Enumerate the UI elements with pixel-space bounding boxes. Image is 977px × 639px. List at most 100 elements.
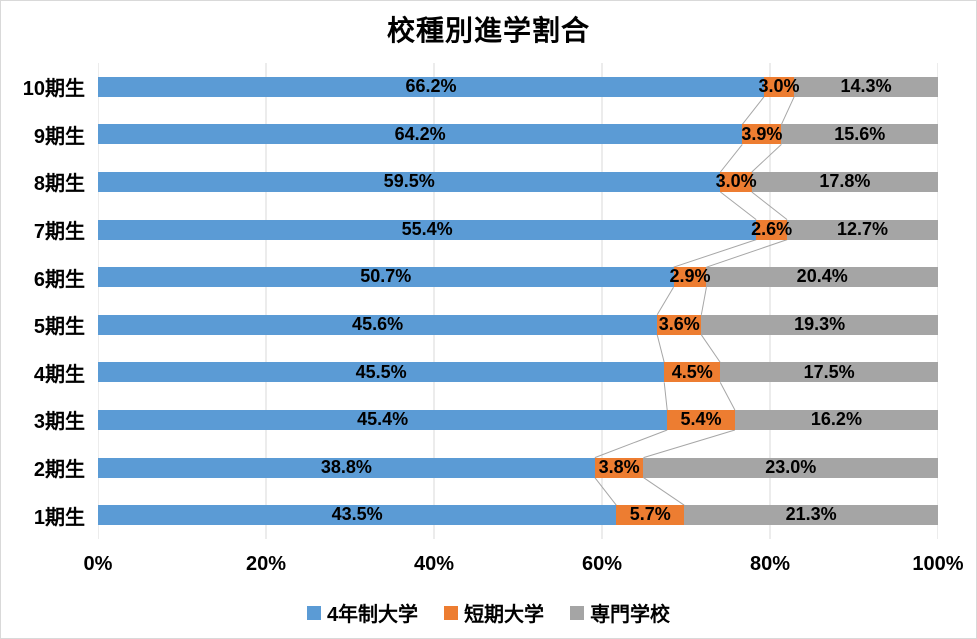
- bar-segment-短期大学: [720, 171, 752, 192]
- bar-segment-短期大学: [664, 362, 721, 383]
- bar-segment-4年制大学: [98, 219, 757, 240]
- category-label: 2期生: [33, 459, 85, 482]
- data-label: 45.5%: [355, 361, 407, 382]
- x-tick-label: 80%: [749, 553, 791, 575]
- category-label: 1期生: [33, 506, 85, 529]
- category-label: 4期生: [33, 363, 85, 386]
- legend-label: 短期大学: [464, 604, 545, 626]
- bar-segment-専門学校: [787, 219, 938, 240]
- legend-item: 短期大学: [444, 598, 544, 627]
- bar-segment-4年制大学: [98, 362, 665, 383]
- data-label: 3.6%: [658, 314, 700, 334]
- data-label: 16.2%: [810, 409, 862, 430]
- series-connector-line: [751, 144, 782, 173]
- bar-segment-専門学校: [643, 457, 938, 478]
- data-label: 15.6%: [834, 123, 886, 144]
- series-connector-line: [643, 477, 685, 506]
- legend: 4年制大学 短期大学 専門学校: [1, 598, 976, 627]
- bar-row: 55.4% 2.6% 12.7%: [98, 206, 938, 254]
- bar-segment-専門学校: [684, 505, 938, 526]
- series-connector-line: [594, 477, 617, 506]
- bar-segment-専門学校: [781, 124, 938, 145]
- data-label: 5.4%: [680, 409, 722, 430]
- data-label: 3.9%: [741, 123, 783, 144]
- bar-segment-短期大学: [616, 505, 685, 526]
- bar-track: 66.2% 3.0% 14.3% 64.2% 3.9% 15.6% 59.5% 3.0% 17.…: [98, 63, 938, 539]
- x-tick-label: 20%: [245, 553, 287, 575]
- data-label: 3.0%: [715, 171, 757, 192]
- data-label: 3.0%: [758, 76, 800, 96]
- category-label: 7期生: [33, 221, 85, 244]
- bar-row: 45.6% 3.6% 19.3%: [98, 301, 938, 349]
- data-label: 2.9%: [669, 266, 711, 287]
- bar-segment-短期大学: [594, 457, 644, 478]
- data-label: 50.7%: [360, 266, 412, 287]
- data-label: 3.8%: [598, 456, 640, 477]
- bar-segment-専門学校: [734, 409, 938, 430]
- data-label: 43.5%: [331, 504, 383, 525]
- legend-marker-icon: [444, 605, 459, 620]
- chart-title: 校種別進学割合: [386, 15, 590, 46]
- data-label: 4.5%: [671, 361, 713, 382]
- bar-segment-専門学校: [751, 171, 938, 192]
- bar-segment-専門学校: [701, 314, 938, 335]
- legend-label: 4年制大学: [326, 604, 419, 626]
- data-label: 21.3%: [785, 504, 837, 525]
- legend-item: 専門学校: [570, 598, 670, 627]
- bar-segment-短期大学: [667, 409, 735, 430]
- x-tick-label: 100%: [912, 553, 964, 575]
- category-label: 3期生: [33, 411, 85, 434]
- series-connector-line: [706, 239, 788, 268]
- category-label: 9期生: [33, 125, 85, 148]
- bar-row: 43.5% 5.7% 21.3%: [98, 491, 938, 539]
- legend-marker-icon: [570, 605, 585, 620]
- bar-segment-専門学校: [794, 76, 938, 97]
- data-label: 20.4%: [796, 266, 848, 287]
- bar-segment-4年制大学: [98, 124, 743, 145]
- series-connector-line: [663, 382, 668, 411]
- bar-segment-短期大学: [763, 76, 795, 97]
- category-label: 6期生: [33, 268, 85, 291]
- bar-row: 50.7% 2.9% 20.4%: [98, 253, 938, 301]
- category-label: 10期生: [22, 78, 85, 101]
- series-connector-line: [741, 96, 765, 125]
- bar-segment-短期大学: [756, 219, 788, 240]
- data-label: 66.2%: [405, 76, 457, 96]
- bar-row: 45.4% 5.4% 16.2%: [98, 396, 938, 444]
- data-label: 38.8%: [320, 456, 372, 477]
- series-connector-line: [700, 287, 707, 315]
- data-label: 17.5%: [803, 361, 855, 382]
- bar-segment-4年制大学: [98, 505, 617, 526]
- series-connector-line: [720, 191, 757, 220]
- bar-row: 66.2% 3.0% 14.3%: [98, 63, 938, 111]
- bar-row: 64.2% 3.9% 15.6%: [98, 111, 938, 159]
- bar-segment-専門学校: [720, 362, 938, 383]
- series-connector-line: [700, 334, 721, 363]
- value-axis: 0% 20% 40% 60% 80% 100%: [1, 553, 976, 579]
- bar-segment-4年制大学: [98, 267, 674, 288]
- series-connector-line: [780, 96, 795, 125]
- x-tick-label: 60%: [581, 553, 623, 575]
- bar-segment-4年制大学: [98, 457, 595, 478]
- bar-segment-短期大学: [742, 124, 782, 145]
- category-axis: 10期生 9期生 8期生 7期生 6期生 5期生 4期生 3期生 2期生 1期生: [1, 63, 85, 539]
- data-label: 23.0%: [765, 456, 817, 477]
- legend-item: 4年制大学: [306, 598, 419, 627]
- bar-row: 38.8% 3.8% 23.0%: [98, 444, 938, 492]
- series-connector-line: [751, 191, 788, 220]
- bar-segment-4年制大学: [98, 409, 668, 430]
- series-connector-line: [643, 429, 736, 459]
- series-connector-line: [719, 382, 736, 411]
- bar-segment-短期大学: [673, 267, 707, 288]
- data-label: 2.6%: [751, 218, 793, 239]
- bar-segment-4年制大学: [98, 171, 721, 192]
- series-connector-line: [656, 334, 665, 363]
- data-label: 19.3%: [794, 314, 846, 334]
- data-label: 45.6%: [352, 314, 404, 334]
- data-label: 17.8%: [819, 171, 871, 192]
- series-connector-line: [594, 429, 668, 459]
- legend-marker-icon: [306, 605, 321, 620]
- bar-segment-専門学校: [706, 267, 938, 288]
- legend-label: 専門学校: [590, 604, 671, 626]
- series-connector-line: [720, 144, 743, 173]
